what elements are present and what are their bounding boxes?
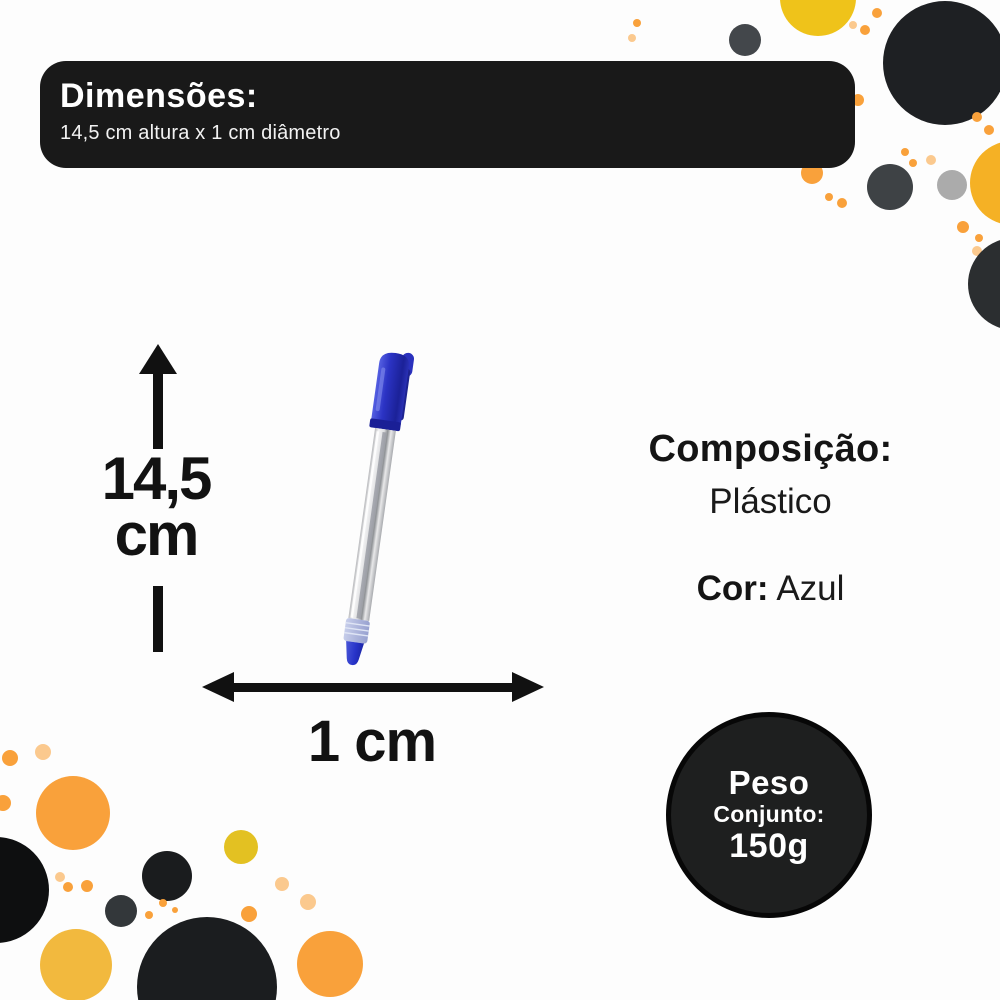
arrow-up-icon (139, 344, 177, 374)
arrow-left-icon (202, 672, 234, 702)
decor-dot (909, 159, 917, 167)
color-label: Cor: (696, 569, 769, 608)
decor-dot (81, 880, 93, 892)
decor-dot (35, 744, 51, 760)
decor-dot (852, 94, 864, 106)
decor-dot (867, 164, 913, 210)
decor-dot (40, 929, 112, 1000)
decor-dot (224, 830, 258, 864)
height-measure-line-top (153, 371, 163, 449)
decor-dot (972, 112, 982, 122)
pen-cap (371, 352, 410, 425)
decor-dot (300, 894, 316, 910)
weight-title: Peso (728, 763, 810, 801)
height-unit: cm (114, 500, 200, 568)
decor-dot (968, 240, 1000, 328)
weight-subtitle: Conjunto: (713, 801, 825, 828)
decor-dot (0, 837, 49, 943)
decor-dot (860, 25, 870, 35)
height-label: 14,5 cm (56, 449, 256, 565)
blue-ballpoint-pen-image (343, 352, 415, 666)
decor-dot (63, 882, 73, 892)
composition-value: Plástico (709, 482, 832, 521)
decor-dot (849, 21, 857, 29)
banner-subtitle: 14,5 cm altura x 1 cm diâmetro (60, 122, 341, 145)
decor-dot (633, 19, 641, 27)
decor-dot (172, 907, 178, 913)
dimensions-banner: Dimensões: 14,5 cm altura x 1 cm diâmetr… (40, 61, 855, 168)
color-value: Azul (776, 569, 845, 608)
decor-dot (872, 8, 882, 18)
height-measure-line-bottom (153, 586, 163, 652)
height-value: 14,5 (101, 445, 213, 512)
decor-dot (36, 776, 110, 850)
decor-dot (55, 872, 65, 882)
width-measure-line (230, 683, 514, 692)
specs-column: Composição: Plástico Cor: Azul (618, 428, 923, 609)
decor-dot (825, 193, 833, 201)
decor-dot (729, 24, 761, 56)
decor-dot (970, 142, 1000, 224)
decor-dot (159, 899, 167, 907)
arrow-right-icon (512, 672, 544, 702)
decor-dot (883, 1, 1000, 125)
decor-dot (145, 911, 153, 919)
color-spec: Cor: Azul (618, 569, 923, 609)
pen-tip (346, 640, 364, 666)
decor-dot (972, 246, 982, 256)
decor-dot (780, 0, 856, 36)
decor-dot (984, 125, 994, 135)
pen-cap-lip (369, 418, 401, 432)
decor-dot (957, 221, 969, 233)
decor-dot (937, 170, 967, 200)
decor-dot (901, 148, 909, 156)
decor-dot (926, 155, 936, 165)
decor-dot (105, 895, 137, 927)
decor-dot (837, 198, 847, 208)
decor-dot (975, 234, 983, 242)
decor-dot (297, 931, 363, 997)
banner-title: Dimensões: (60, 77, 258, 115)
decor-dot (628, 34, 636, 42)
decor-dot (241, 906, 257, 922)
decor-dot (137, 917, 277, 1000)
weight-value: 150g (729, 826, 809, 865)
decor-dot (2, 750, 18, 766)
decor-dot (0, 795, 11, 811)
width-label: 1 cm (307, 709, 437, 774)
decor-dot (142, 851, 192, 901)
composition-label: Composição: (648, 428, 893, 470)
weight-badge: Peso Conjunto: 150g (666, 712, 872, 918)
decor-dot (275, 877, 289, 891)
